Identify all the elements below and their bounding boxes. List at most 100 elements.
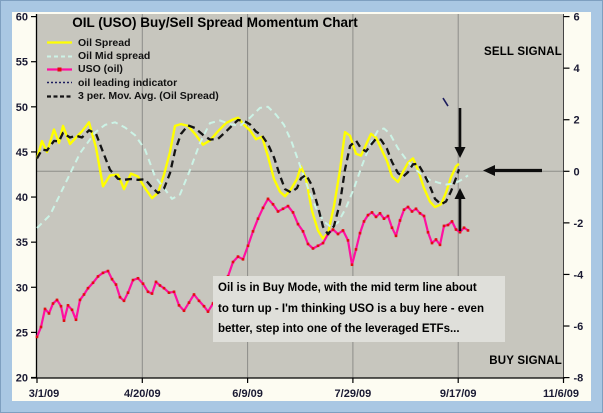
uso-marker (430, 241, 434, 245)
uso-marker (206, 310, 210, 313)
uso-marker (462, 226, 466, 230)
uso-marker (141, 282, 145, 285)
legend-label: USO (oil) (78, 63, 123, 76)
series-uso-oil- (35, 197, 470, 339)
uso-marker (402, 208, 406, 211)
right-axis-tick-label: -4 (574, 269, 585, 281)
uso-marker (231, 260, 235, 264)
right-axis-tick-label: 0 (574, 166, 580, 178)
uso-marker (446, 223, 450, 227)
leading-indicator-line-icon (47, 82, 72, 84)
uso-marker (466, 229, 470, 232)
x-axis-tick-label: 4/20/09 (124, 388, 161, 400)
oil-spread-line-icon (47, 41, 72, 44)
up-arrow-at-spread-end-icon (454, 188, 466, 231)
uso-marker (261, 206, 265, 210)
uso-marker (362, 220, 366, 223)
uso-marker (438, 243, 442, 247)
left-axis-tick-label: 30 (16, 282, 28, 294)
uso-marker (366, 213, 370, 217)
uso-marker (301, 230, 305, 233)
legend-item-oil-mid-spread: Oil Mid spread (46, 49, 219, 62)
left-axis-tick-label: 20 (16, 373, 28, 385)
uso-marker (251, 230, 255, 233)
uso-marker (35, 335, 39, 339)
uso-marker (311, 247, 315, 250)
legend-item-mov-avg: 3 per. Mov. Avg. (Oil Spread) (46, 90, 219, 103)
annotation-text-box: Oil is in Buy Mode, with the mid term li… (213, 276, 505, 342)
uso-marker (321, 241, 325, 245)
uso-marker (414, 207, 418, 211)
uso-marker (236, 255, 240, 258)
uso-marker (246, 244, 250, 248)
uso-marker (154, 280, 158, 284)
uso-marker (101, 271, 105, 275)
uso-marker (51, 302, 55, 305)
uso-marker (167, 291, 171, 294)
legend-label: Oil Spread (78, 36, 131, 49)
uso-marker (59, 304, 63, 308)
uso-marker (39, 325, 43, 329)
uso-marker (394, 234, 398, 238)
series-oil-leading-indicator (442, 97, 449, 107)
uso-marker (426, 230, 430, 234)
annotation-line-1: Oil is in Buy Mode, with the mid term li… (218, 282, 477, 294)
uso-marker (62, 319, 66, 322)
uso-marker (286, 204, 290, 208)
uso-marker (202, 304, 206, 308)
uso-marker (241, 258, 245, 261)
uso-marker (316, 244, 320, 248)
sell-signal-label: SELL SIGNAL (483, 46, 562, 58)
legend-label: Oil Mid spread (78, 50, 151, 63)
uso-marker (291, 211, 295, 214)
left-axis-tick-label: 45 (16, 147, 28, 159)
left-axis-tick-label: 25 (16, 327, 28, 339)
uso-marker (341, 229, 345, 232)
uso-marker (406, 205, 410, 209)
x-axis-tick-label: 9/17/09 (440, 388, 477, 400)
uso-marker (47, 312, 51, 315)
right-axis-tick-label: -2 (574, 218, 584, 230)
uso-marker (350, 263, 354, 267)
left-arrow-at-zero-line-icon (483, 165, 542, 176)
left-axis-tick-label: 60 (16, 12, 28, 24)
legend-item-oil-leading-indicator: oil leading indicator (46, 76, 219, 89)
chart-legend: Oil Spread Oil Mid spread USO (oil) oil … (46, 36, 219, 103)
uso-marker (354, 248, 358, 251)
uso-marker (271, 202, 275, 206)
uso-marker (374, 215, 378, 219)
uso-marker (158, 284, 162, 287)
uso-marker (110, 277, 114, 281)
uso-marker (70, 308, 74, 312)
uso-marker (55, 298, 59, 302)
uso-marker (382, 217, 386, 221)
uso-marker (197, 299, 201, 303)
uso-marker (281, 207, 285, 211)
x-axis-tick-label: 11/6/09 (543, 388, 579, 400)
uso-marker (336, 232, 340, 236)
uso-marker (370, 211, 374, 214)
uso-marker (66, 304, 70, 307)
uso-marker (276, 210, 280, 213)
right-axis-tick-label: 6 (574, 12, 580, 24)
uso-marker (126, 291, 130, 294)
oil-mid-spread-line-icon (47, 55, 72, 58)
uso-marker (390, 226, 394, 230)
left-axis-tick-label: 55 (16, 57, 28, 69)
uso-marker (422, 214, 426, 218)
legend-label: oil leading indicator (78, 76, 178, 89)
uso-marker (386, 214, 390, 218)
left-axis-tick-label: 35 (16, 237, 28, 249)
uso-marker (346, 239, 350, 242)
uso-marker (86, 286, 90, 290)
legend-label: 3 per. Mov. Avg. (Oil Spread) (78, 90, 219, 103)
x-axis-tick-label: 3/1/09 (29, 388, 60, 400)
uso-marker (358, 231, 362, 235)
right-axis-tick-label: -8 (574, 373, 584, 385)
series-oil-spread (35, 116, 460, 240)
uso-marker (131, 278, 135, 282)
series-oil-mid-spread (36, 105, 469, 229)
uso-marker (458, 230, 462, 234)
uso-marker (43, 307, 47, 311)
uso-marker (150, 292, 154, 295)
